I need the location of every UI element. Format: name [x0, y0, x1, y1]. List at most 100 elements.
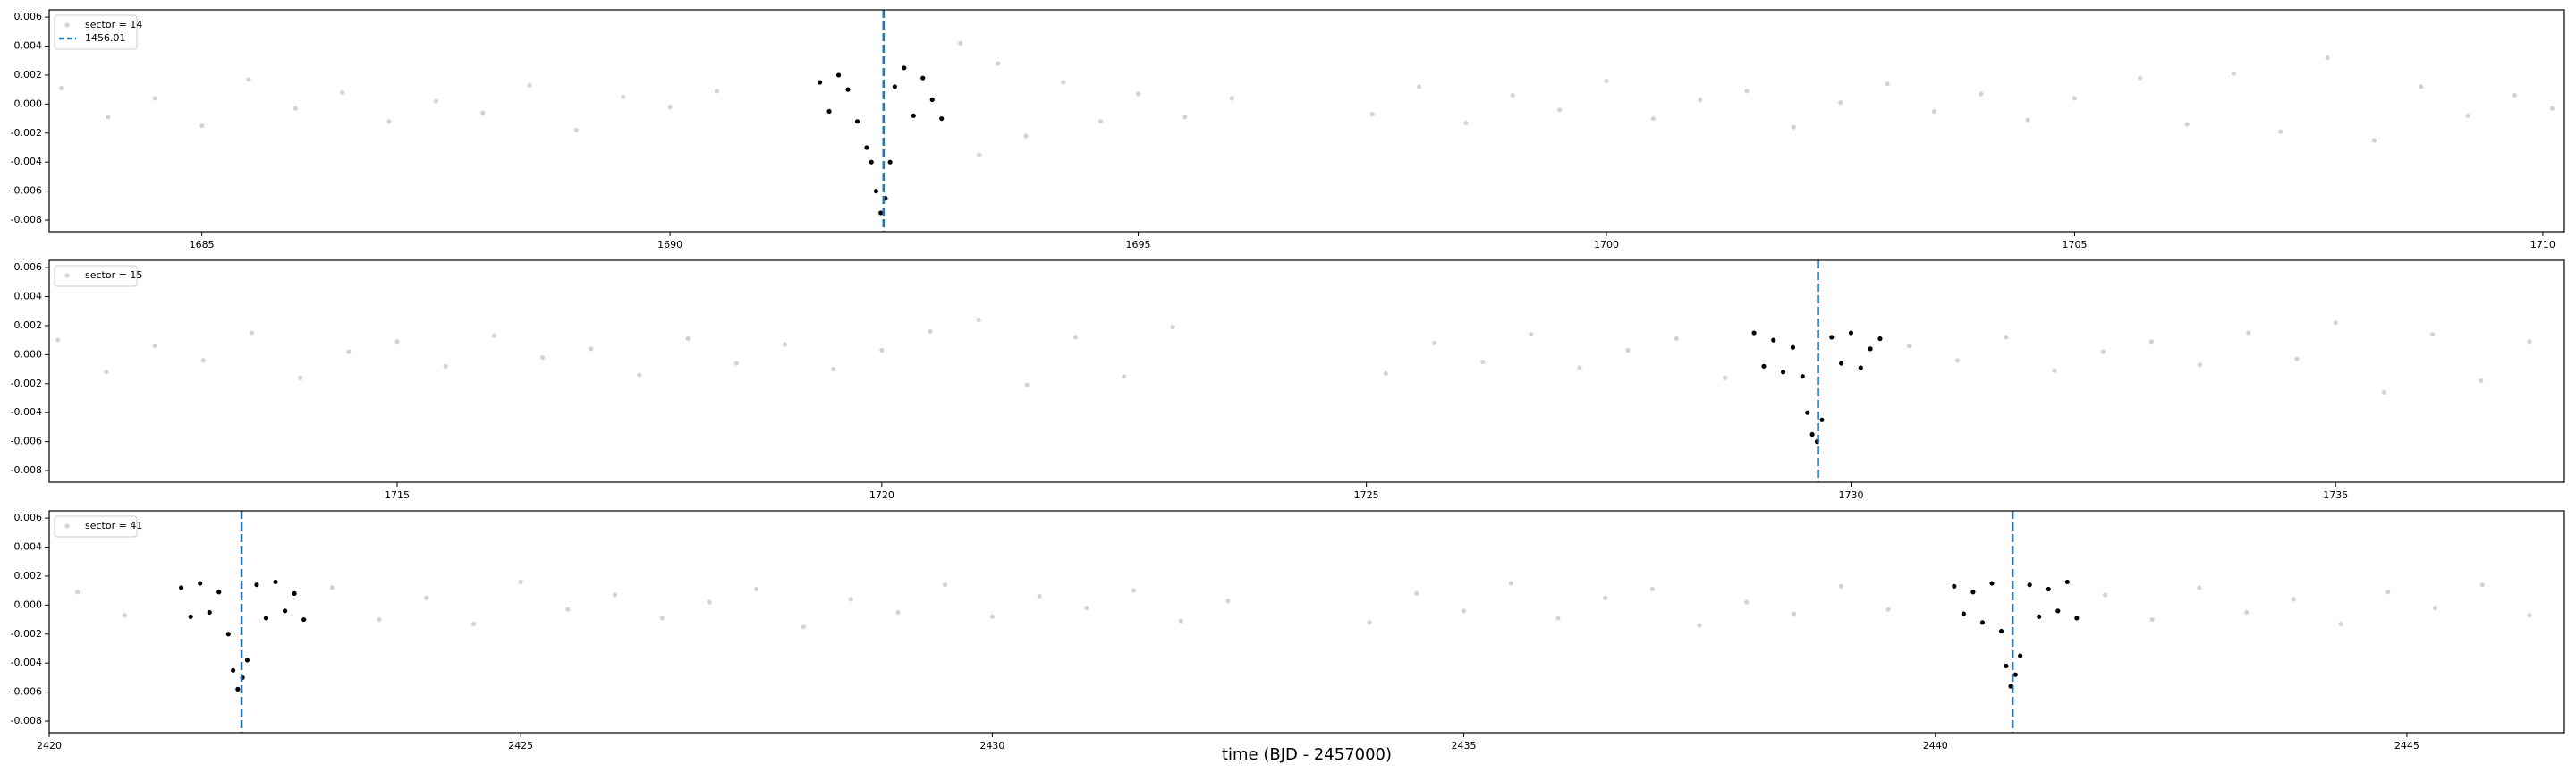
data-point — [1970, 590, 1976, 595]
data-point — [433, 98, 438, 104]
data-point — [1697, 623, 1702, 628]
data-point — [1868, 346, 1873, 352]
data-point — [2055, 608, 2061, 614]
legend-marker — [64, 273, 70, 278]
data-point — [2012, 672, 2018, 677]
data-point — [2064, 579, 2070, 585]
data-point — [1461, 608, 1467, 614]
data-point — [59, 85, 64, 91]
y-tick-label: -0.004 — [11, 156, 42, 167]
legend-label: 1456.01 — [85, 32, 126, 44]
panel: -0.008 -0.006 -0.004 -0.002 0.000 0.002 0.004 0… — [11, 510, 2565, 752]
data-point — [1809, 431, 1815, 437]
data-point — [848, 597, 853, 602]
data-point — [2465, 113, 2470, 118]
data-point — [831, 366, 836, 372]
data-point — [1885, 81, 1890, 87]
y-tick-label: 0.000 — [14, 98, 43, 109]
data-point — [2018, 653, 2023, 658]
x-tick-label: 2440 — [1923, 740, 1948, 752]
data-point — [1791, 124, 1796, 130]
data-point — [2479, 582, 2485, 588]
data-point — [1838, 583, 1843, 589]
data-point — [1989, 581, 1995, 586]
data-point — [2004, 663, 2009, 669]
data-point — [2432, 606, 2438, 611]
data-point — [1650, 115, 1656, 122]
data-point — [976, 152, 982, 157]
data-point — [1122, 374, 1127, 379]
data-point — [2102, 592, 2108, 598]
y-tick-label: -0.006 — [11, 436, 42, 447]
x-tick-label: 1725 — [1354, 489, 1379, 501]
y-tick-label: -0.008 — [11, 464, 42, 476]
data-point — [1135, 91, 1141, 97]
data-point — [1414, 590, 1419, 596]
data-point — [1848, 330, 1854, 336]
data-point — [1577, 365, 1582, 370]
data-point — [1800, 374, 1805, 379]
data-point — [895, 609, 901, 616]
data-point — [225, 632, 231, 637]
data-point — [2027, 582, 2032, 588]
data-point — [1998, 628, 2004, 634]
data-point — [2291, 597, 2296, 602]
data-point — [920, 75, 926, 81]
data-point — [235, 686, 241, 692]
data-point — [2025, 117, 2030, 123]
x-tick-label: 1735 — [2323, 489, 2348, 501]
data-point — [1744, 599, 1750, 605]
data-point — [1649, 586, 1656, 592]
y-tick-label: -0.006 — [11, 185, 42, 197]
x-tick-label: 2435 — [1452, 740, 1477, 752]
data-point — [1555, 616, 1561, 621]
x-tick-label: 1710 — [2530, 239, 2555, 251]
data-point — [637, 372, 642, 378]
x-tick-label: 1695 — [1126, 239, 1151, 251]
data-point — [2527, 613, 2532, 618]
data-point — [2046, 586, 2051, 592]
y-tick-label: 0.006 — [14, 11, 43, 22]
data-point — [2278, 129, 2284, 134]
data-point — [188, 614, 193, 619]
data-point — [254, 582, 259, 588]
data-point — [1979, 91, 1984, 97]
y-tick-label: 0.002 — [14, 69, 43, 81]
data-point — [958, 40, 963, 46]
y-tick-label: -0.002 — [11, 378, 42, 389]
data-point — [1819, 417, 1825, 422]
data-point — [1961, 611, 1966, 616]
data-point — [989, 614, 995, 619]
y-tick-label: 0.006 — [14, 261, 43, 273]
data-point — [928, 328, 933, 335]
plot-area — [49, 10, 2564, 232]
y-tick-label: -0.006 — [11, 686, 42, 698]
data-point — [1751, 330, 1757, 336]
data-point — [782, 342, 788, 347]
data-point — [1170, 324, 1175, 330]
data-point — [1098, 119, 1104, 124]
data-point — [2244, 609, 2250, 616]
data-point — [292, 590, 297, 596]
data-point — [249, 330, 255, 336]
data-point — [539, 355, 546, 361]
data-point — [976, 317, 981, 323]
data-point — [869, 159, 874, 165]
plot-area — [49, 511, 2564, 733]
data-point — [2184, 122, 2190, 127]
data-point — [878, 210, 884, 216]
data-point — [2338, 621, 2343, 627]
legend-label: sector = 41 — [85, 520, 142, 531]
data-point — [1839, 361, 1844, 366]
data-point — [216, 590, 222, 595]
data-point — [1771, 337, 1776, 343]
data-point — [1931, 108, 1937, 115]
data-point — [1885, 607, 1891, 612]
data-point — [1084, 606, 1089, 611]
x-tick-label: 1730 — [1838, 489, 1863, 501]
data-point — [621, 94, 626, 99]
data-point — [2138, 75, 2143, 81]
data-point — [104, 370, 109, 375]
plot-frame — [48, 9, 2565, 233]
data-point — [1024, 382, 1030, 387]
